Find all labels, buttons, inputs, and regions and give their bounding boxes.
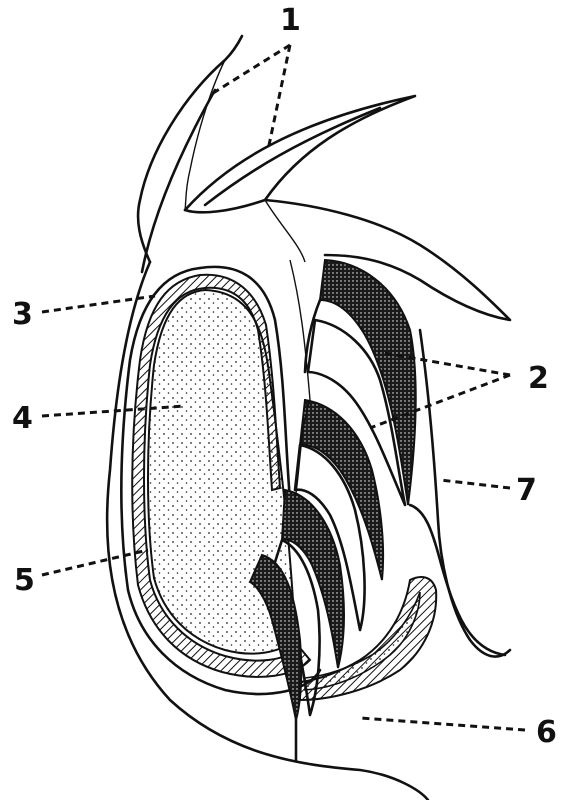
outer-wall — [105, 34, 512, 800]
label-7: 7 — [516, 473, 537, 508]
label-6: 6 — [536, 715, 557, 750]
bracts — [183, 59, 512, 322]
label-3: 3 — [12, 297, 33, 332]
label-4: 4 — [12, 401, 33, 436]
labels: 1 2 3 4 5 6 7 — [12, 3, 557, 750]
label-5: 5 — [14, 563, 35, 598]
leader-lines — [41, 43, 526, 732]
plumule — [248, 258, 438, 762]
label-2: 2 — [528, 361, 549, 396]
label-1: 1 — [280, 3, 301, 38]
